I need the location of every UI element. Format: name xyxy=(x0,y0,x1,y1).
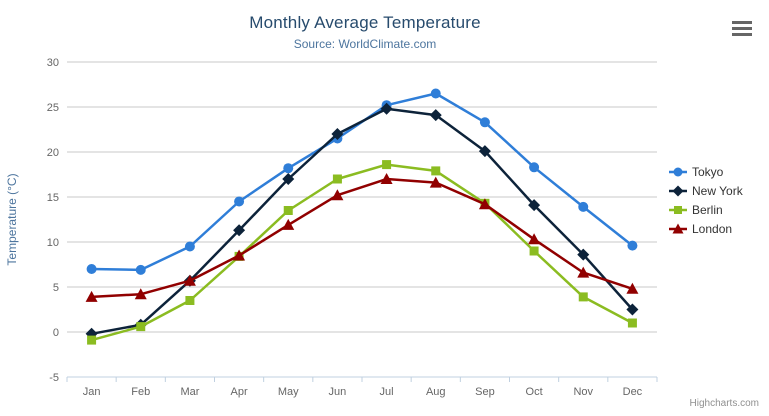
legend-label: London xyxy=(692,221,733,236)
series-line-new-york xyxy=(91,107,634,336)
data-point-new-york[interactable] xyxy=(282,173,295,185)
data-point-berlin[interactable] xyxy=(283,206,293,215)
data-point-london[interactable] xyxy=(85,290,98,302)
y-axis-label: 15 xyxy=(47,192,59,204)
data-point-tokyo[interactable] xyxy=(529,162,540,173)
data-point-berlin[interactable] xyxy=(185,296,195,305)
data-point-london[interactable] xyxy=(429,176,442,188)
data-point-new-york[interactable] xyxy=(380,102,393,115)
legend-label: Tokyo xyxy=(692,164,724,179)
data-point-new-york[interactable] xyxy=(626,303,639,316)
x-axis-label: Dec xyxy=(623,386,643,398)
legend-item-berlin[interactable]: Berlin xyxy=(669,201,743,218)
y-axis-label: 25 xyxy=(47,102,59,114)
series-line-berlin xyxy=(91,163,633,342)
data-point-london[interactable] xyxy=(380,173,393,184)
data-point-london[interactable] xyxy=(528,233,541,245)
data-point-tokyo[interactable] xyxy=(578,201,589,212)
data-point-london[interactable] xyxy=(478,198,491,210)
hamburger-bar xyxy=(732,33,752,36)
square-marker-icon xyxy=(669,205,687,214)
data-point-london[interactable] xyxy=(626,282,639,294)
x-axis-label: May xyxy=(278,386,299,398)
data-point-london[interactable] xyxy=(577,266,590,278)
data-point-new-york[interactable] xyxy=(528,199,541,212)
data-point-berlin[interactable] xyxy=(382,160,392,170)
x-axis-label: Apr xyxy=(231,386,248,398)
data-point-london[interactable] xyxy=(233,249,246,261)
y-axis-label: 10 xyxy=(47,237,59,249)
circle-marker-icon xyxy=(669,167,687,176)
data-point-tokyo[interactable] xyxy=(430,88,441,99)
legend-item-new-york[interactable]: New York xyxy=(669,182,743,199)
data-point-tokyo[interactable] xyxy=(234,196,245,207)
data-point-new-york[interactable] xyxy=(577,248,590,261)
data-point-tokyo[interactable] xyxy=(479,117,490,128)
x-axis-label: Feb xyxy=(131,386,150,398)
y-axis-label: 30 xyxy=(47,57,59,69)
chart-legend: Tokyo New York Berlin London xyxy=(669,163,743,237)
data-point-new-york[interactable] xyxy=(478,145,491,158)
data-point-london[interactable] xyxy=(282,218,295,230)
legend-item-tokyo[interactable]: Tokyo xyxy=(669,163,743,180)
legend-label: Berlin xyxy=(692,202,723,217)
y-axis-label: -5 xyxy=(49,372,59,384)
data-point-berlin[interactable] xyxy=(627,318,637,328)
y-axis-label: 5 xyxy=(53,282,59,294)
data-point-berlin[interactable] xyxy=(136,322,146,332)
legend-symbol-marker xyxy=(674,205,682,214)
data-point-tokyo[interactable] xyxy=(283,163,294,174)
x-axis-label: Jul xyxy=(380,386,394,398)
data-point-tokyo[interactable] xyxy=(627,240,638,251)
data-point-tokyo[interactable] xyxy=(86,264,97,274)
x-axis-label: Oct xyxy=(526,386,543,398)
highcharts-credits-link[interactable]: Highcharts.com xyxy=(689,398,759,409)
hamburger-bar xyxy=(732,21,752,24)
data-point-berlin[interactable] xyxy=(529,246,539,256)
data-point-berlin[interactable] xyxy=(578,292,588,302)
x-axis-label: Sep xyxy=(475,386,495,398)
legend-symbol-marker xyxy=(673,167,683,176)
data-point-tokyo[interactable] xyxy=(135,264,146,275)
data-point-london[interactable] xyxy=(331,189,344,201)
x-axis-label: Mar xyxy=(180,386,199,398)
legend-label: New York xyxy=(692,183,743,198)
diamond-marker-icon xyxy=(669,185,687,196)
data-point-tokyo[interactable] xyxy=(184,241,195,252)
x-axis-label: Aug xyxy=(426,386,446,398)
chart-title: Monthly Average Temperature xyxy=(249,13,481,32)
x-axis-label: Jun xyxy=(329,386,347,398)
legend-symbol-marker xyxy=(672,185,684,196)
data-point-london[interactable] xyxy=(134,288,147,300)
chart-subtitle: Source: WorldClimate.com xyxy=(293,37,437,51)
triangle-marker-icon xyxy=(669,223,687,233)
data-point-new-york[interactable] xyxy=(429,109,442,122)
y-axis-label: 0 xyxy=(53,327,59,339)
data-point-berlin[interactable] xyxy=(87,335,97,345)
data-point-london[interactable] xyxy=(183,274,196,286)
x-axis-label: Nov xyxy=(573,386,593,398)
data-point-berlin[interactable] xyxy=(431,166,441,176)
data-point-new-york[interactable] xyxy=(233,224,246,237)
legend-symbol-marker xyxy=(672,223,684,233)
series-line-tokyo xyxy=(91,92,634,272)
legend-item-london[interactable]: London xyxy=(669,220,743,237)
data-point-new-york[interactable] xyxy=(331,128,344,140)
y-axis-label: 20 xyxy=(47,147,59,159)
hamburger-icon[interactable] xyxy=(730,19,754,41)
series-line-london xyxy=(91,177,633,299)
data-point-berlin[interactable] xyxy=(332,174,342,184)
hamburger-bar xyxy=(732,27,752,30)
y-axis-title: Temperature (°C) xyxy=(5,173,19,265)
x-axis-label: Jan xyxy=(83,386,101,398)
